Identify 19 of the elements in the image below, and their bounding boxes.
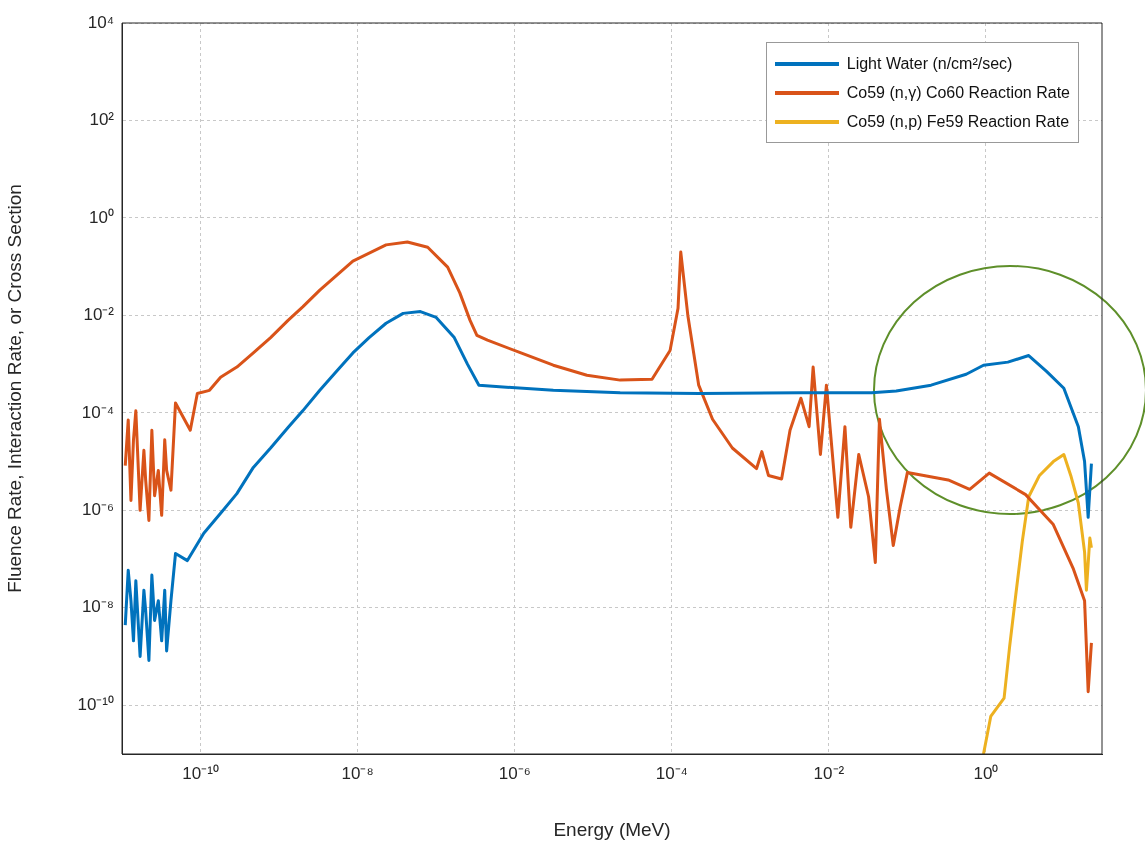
legend-label: Light Water (n/cm²/sec) (846, 54, 1013, 73)
x-axis-title: Energy (MeV) (553, 818, 671, 840)
x-tick-label: 10⁻² (813, 763, 845, 783)
x-tick-label: 10⁻⁶ (498, 763, 531, 783)
legend-label: Co59 (n,γ) Co60 Reaction Rate (846, 83, 1070, 102)
y-tick-label: 10⁻⁴ (81, 402, 114, 422)
y-tick-label: 10⁻¹⁰ (77, 694, 114, 714)
x-tick-label: 10⁻⁸ (341, 763, 374, 783)
x-tick-label: 10⁰ (973, 763, 999, 783)
y-tick-label: 10⁻⁶ (82, 500, 114, 520)
x-tick-label: 10⁻¹⁰ (182, 763, 219, 783)
x-tick-label: 10⁻⁴ (655, 763, 688, 783)
legend-label: Co59 (n,p) Fe59 Reaction Rate (846, 112, 1070, 131)
y-tick-label: 10⁻⁸ (81, 597, 114, 617)
y-tick-label: 10⁰ (89, 207, 114, 227)
y-tick-label: 10⁻² (83, 305, 115, 325)
y-tick-label: 10⁴ (87, 12, 114, 32)
y-axis-title: Fluence Rate, Interaction Rate, or Cross Section (3, 184, 25, 593)
y-tick-label: 10² (89, 110, 115, 130)
